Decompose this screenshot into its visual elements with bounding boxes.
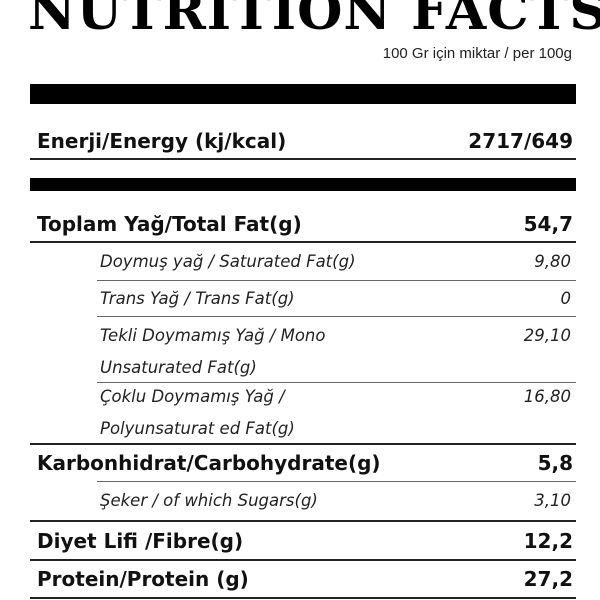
- fibre-row: Diyet Lifi /Fibre(g) 12,2: [37, 524, 573, 558]
- saturated-fat-value: 9,80: [534, 251, 571, 271]
- divider: [30, 597, 576, 599]
- mono-fat-label: Tekli Doymamış Yağ / Mono Unsaturated Fa…: [100, 320, 326, 384]
- saturated-fat-label: Doymuş yağ / Saturated Fat(g): [100, 251, 356, 271]
- thick-divider-top: [30, 84, 576, 104]
- poly-fat-row: Çoklu Doymamış Yağ / Polyunsaturat ed Fa…: [100, 381, 571, 445]
- mono-fat-label-line1: Tekli Doymamış Yağ / Mono: [100, 326, 326, 345]
- mono-fat-label-line2: Unsaturated Fat(g): [100, 358, 257, 377]
- divider: [30, 443, 576, 445]
- mono-fat-row: Tekli Doymamış Yağ / Mono Unsaturated Fa…: [100, 320, 571, 384]
- total-fat-row: Toplam Yağ/Total Fat(g) 54,7: [37, 207, 573, 241]
- saturated-fat-row: Doymuş yağ / Saturated Fat(g) 9,80: [100, 243, 571, 279]
- protein-row: Protein/Protein (g) 27,2: [37, 562, 573, 596]
- protein-label: Protein/Protein (g): [37, 567, 249, 591]
- sub-divider: [97, 280, 576, 281]
- trans-fat-label: Trans Yağ / Trans Fat(g): [100, 288, 295, 308]
- energy-row: Enerji/Energy (kj/kcal) 2717/649: [37, 124, 573, 158]
- sugars-row: Şeker / of which Sugars(g) 3,10: [100, 482, 571, 518]
- poly-fat-label: Çoklu Doymamış Yağ / Polyunsaturat ed Fa…: [100, 381, 295, 445]
- divider: [30, 559, 576, 561]
- carbohydrate-value: 5,8: [537, 451, 573, 475]
- divider: [30, 241, 576, 243]
- sugars-label: Şeker / of which Sugars(g): [100, 490, 318, 510]
- total-fat-label: Toplam Yağ/Total Fat(g): [37, 212, 302, 236]
- serving-basis: 100 Gr için miktar / per 100g: [382, 45, 572, 62]
- thick-divider-middle: [30, 178, 576, 191]
- protein-value: 27,2: [523, 567, 573, 591]
- mono-fat-value: 29,10: [523, 326, 571, 345]
- carbohydrate-label: Karbonhidrat/Carbohydrate(g): [37, 451, 381, 475]
- fibre-label: Diyet Lifi /Fibre(g): [37, 529, 244, 553]
- energy-value: 2717/649: [468, 129, 573, 153]
- divider: [30, 520, 576, 522]
- fibre-value: 12,2: [523, 529, 573, 553]
- label-title: NUTRITION FACTS: [28, 0, 600, 42]
- total-fat-value: 54,7: [523, 212, 573, 236]
- energy-label: Enerji/Energy (kj/kcal): [37, 129, 287, 153]
- poly-fat-label-line1: Çoklu Doymamış Yağ /: [100, 387, 285, 406]
- divider: [30, 158, 576, 160]
- sub-divider: [97, 382, 576, 383]
- carbohydrate-row: Karbonhidrat/Carbohydrate(g) 5,8: [37, 446, 573, 480]
- sub-divider: [97, 316, 576, 317]
- poly-fat-label-line2: Polyunsaturat ed Fat(g): [100, 419, 295, 438]
- poly-fat-value: 16,80: [523, 387, 571, 406]
- sub-divider: [97, 481, 576, 482]
- trans-fat-value: 0: [560, 288, 572, 308]
- sugars-value: 3,10: [534, 490, 571, 510]
- trans-fat-row: Trans Yağ / Trans Fat(g) 0: [100, 281, 571, 315]
